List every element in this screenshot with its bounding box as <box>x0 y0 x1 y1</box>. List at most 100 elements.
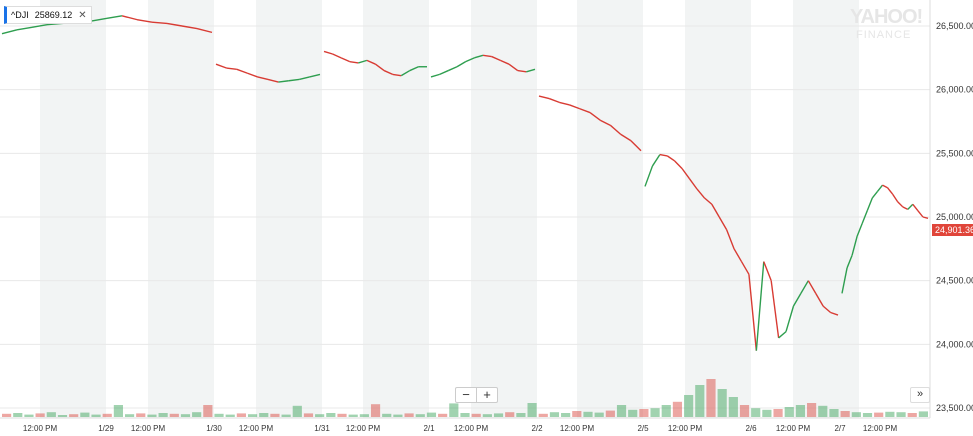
x-tick-label: 12:00 PM <box>23 424 58 433</box>
legend-value: 25869.12 <box>34 10 73 20</box>
volume-bar <box>348 414 358 417</box>
symbol-legend[interactable]: ^DJI 25869.12 ✕ <box>4 6 92 24</box>
yahoo-finance-logo: YAHOO! FINANCE <box>850 7 923 44</box>
volume-bar <box>717 389 727 417</box>
price-segment <box>876 184 884 192</box>
volume-bar <box>918 411 928 417</box>
price-segment <box>902 206 909 210</box>
volume-bar <box>426 412 437 417</box>
price-segment <box>482 54 492 58</box>
volume-bar <box>91 414 101 417</box>
volume-bar <box>24 414 34 417</box>
price-segment <box>559 101 570 106</box>
price-segment <box>644 165 654 187</box>
price-segment <box>1 29 18 35</box>
volume-bar <box>46 412 56 417</box>
price-segment <box>922 216 929 219</box>
volume-bar <box>449 403 459 417</box>
zoom-in-button[interactable]: + <box>476 388 497 402</box>
y-tick-label: 25,500.00 <box>936 148 973 158</box>
volume-bar <box>270 413 280 417</box>
legend-symbol: ^DJI <box>11 10 29 20</box>
x-tick-label: 2/2 <box>531 424 543 433</box>
price-segment <box>807 280 817 294</box>
volume-bar <box>471 413 481 417</box>
price-segment <box>299 76 310 81</box>
price-segment <box>897 201 904 208</box>
volume-bar <box>326 413 336 417</box>
price-segment <box>666 155 676 162</box>
session-band <box>148 0 214 418</box>
volume-bar <box>236 413 246 417</box>
volume-bar <box>583 411 593 417</box>
price-segment <box>599 119 611 126</box>
close-icon[interactable]: ✕ <box>78 9 87 21</box>
price-segment <box>770 280 780 339</box>
volume-bar <box>102 413 112 417</box>
volume-bar <box>259 413 269 417</box>
volume-bar <box>192 412 202 417</box>
price-segment <box>456 61 467 68</box>
price-segment <box>366 59 376 65</box>
price-segment <box>871 191 878 199</box>
price-segment <box>215 63 227 69</box>
volume-bar <box>650 408 660 417</box>
price-segment <box>517 69 527 73</box>
volume-bar <box>505 412 515 417</box>
volume-bar <box>247 414 258 417</box>
y-tick-label: 24,000.00 <box>936 339 973 349</box>
price-segment <box>166 22 183 27</box>
volume-bar <box>706 379 716 417</box>
scroll-forward-button[interactable]: » <box>910 387 930 403</box>
price-segment <box>711 203 720 218</box>
volume-bar <box>136 413 146 417</box>
x-tick-label: 12:00 PM <box>668 424 703 433</box>
price-segment <box>500 59 510 65</box>
price-segment <box>196 27 213 34</box>
price-segment <box>448 66 458 72</box>
volume-bar <box>907 413 917 417</box>
y-tick-label: 26,000.00 <box>936 85 973 95</box>
x-tick-label: 2/6 <box>745 424 757 433</box>
volume-bar <box>147 414 157 417</box>
volume-bar <box>672 401 683 417</box>
price-segment <box>538 95 550 100</box>
volume-bar <box>628 409 638 417</box>
price-segment <box>763 261 772 281</box>
price-segment <box>579 108 591 114</box>
volume-bar <box>572 411 582 417</box>
volume-bar <box>661 405 671 417</box>
price-segment <box>688 178 698 190</box>
x-tick-label: 12:00 PM <box>239 424 274 433</box>
volume-bar <box>639 409 649 417</box>
volume-bar <box>762 409 772 417</box>
volume-bar <box>728 397 738 417</box>
price-segment <box>886 187 894 195</box>
price-segment <box>151 21 168 25</box>
price-segment <box>718 216 728 231</box>
volume-bar <box>616 405 627 417</box>
volume-bar <box>527 403 537 417</box>
price-segment <box>917 210 924 218</box>
logo-subtext: FINANCE <box>856 29 912 41</box>
volume-bar <box>493 413 504 417</box>
price-segment <box>703 197 713 205</box>
x-tick-label: 2/7 <box>834 424 846 433</box>
x-tick-label: 1/29 <box>98 424 114 433</box>
price-segment <box>609 124 622 135</box>
price-segment <box>181 25 198 30</box>
price-segment <box>288 78 300 82</box>
zoom-out-button[interactable]: − <box>462 387 470 402</box>
x-tick-label: 12:00 PM <box>131 424 166 433</box>
price-series <box>1 15 929 351</box>
price-segment <box>659 153 668 157</box>
volume-bar <box>561 413 571 417</box>
price-segment <box>851 235 858 256</box>
price-segment <box>332 53 342 59</box>
price-segment <box>830 311 839 316</box>
volume-bars <box>2 379 928 417</box>
price-segment <box>740 261 750 275</box>
volume-bar <box>203 405 213 417</box>
price-segment <box>508 63 519 72</box>
